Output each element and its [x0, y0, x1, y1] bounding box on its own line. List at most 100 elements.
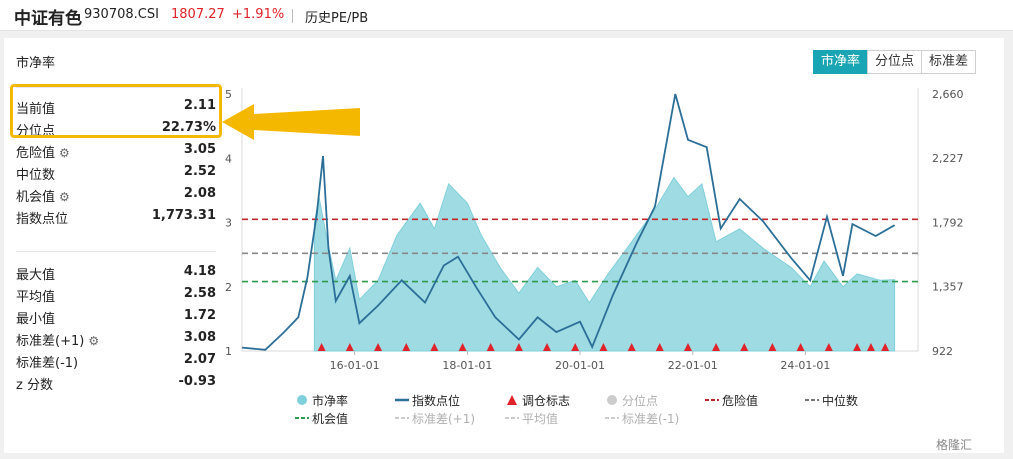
- index-price: 1807.27: [171, 7, 225, 22]
- rebalance-marker: [374, 343, 383, 351]
- y-tick-left-label: 2: [225, 281, 232, 294]
- legend-label: 标准差(+1): [412, 412, 476, 426]
- stat-label: 当前值: [16, 102, 56, 117]
- legend-symbol-icon: [507, 395, 517, 405]
- stat-label: 危险值 ⚙: [16, 146, 70, 161]
- legend-label: 危险值: [722, 394, 759, 408]
- legend-symbol-icon: [295, 417, 309, 419]
- stat-value: 1.72: [183, 308, 216, 323]
- stat-value: 3.05: [183, 142, 216, 157]
- rebalance-marker: [796, 343, 805, 351]
- x-tick-label: 22-01-01: [668, 359, 718, 372]
- x-tick-label: 18-01-01: [442, 359, 492, 372]
- stat-row: 指数点位 1,773.31: [16, 205, 216, 227]
- legend-label: 指数点位: [412, 394, 461, 408]
- history-pe-pb-link[interactable]: 历史PE/PB: [305, 11, 369, 26]
- index-code: 930708.CSI: [84, 7, 159, 22]
- divider: [16, 251, 216, 252]
- legend-label: 标准差(-1): [622, 412, 680, 426]
- pb-chart: 1 2 3 4 5 922 1,357 1,792 2,227 2,660 16-01-01 18-0…: [222, 88, 964, 372]
- stat-row: z 分数 -0.93: [16, 371, 216, 393]
- stat-value: -0.93: [178, 374, 216, 389]
- rebalance-marker: [542, 343, 551, 351]
- stat-label: 中位数: [16, 168, 56, 183]
- rebalance-marker: [402, 343, 411, 351]
- stat-row: 最小值 1.72: [16, 305, 216, 327]
- gear-icon[interactable]: ⚙: [59, 146, 70, 160]
- gear-icon[interactable]: ⚙: [88, 334, 100, 348]
- pb-area-series: [313, 176, 896, 352]
- legend-label: 分位点: [622, 394, 659, 408]
- y-tick-left-label: 1: [225, 345, 232, 358]
- stat-value: 2.58: [183, 286, 216, 301]
- legend-label: 平均值: [522, 412, 559, 426]
- stat-value: 1,773.31: [151, 208, 216, 223]
- rebalance-marker: [768, 343, 777, 351]
- stat-value: 2.07: [183, 352, 216, 367]
- stat-row: 标准差(-1) 2.07: [16, 349, 216, 371]
- y-tick-left-label: 4: [225, 152, 232, 165]
- legend-label: 中位数: [822, 394, 859, 408]
- stat-row: 平均值 2.58: [16, 283, 216, 305]
- annotation-arrow: [222, 104, 360, 140]
- y-tick-right-label: 2,227: [932, 152, 964, 165]
- legend-symbol-icon: [395, 417, 409, 419]
- stat-label: 平均值: [16, 290, 56, 305]
- legend-symbol-icon: [395, 398, 409, 402]
- stat-label: 最小值: [16, 312, 56, 327]
- rebalance-marker: [881, 343, 890, 351]
- legend-symbol-icon: [607, 395, 617, 405]
- stat-label: 机会值 ⚙: [16, 190, 70, 205]
- index-line-series: [241, 93, 896, 351]
- y-tick-left-label: 5: [225, 88, 232, 101]
- stat-label: 标准差(-1): [16, 356, 79, 371]
- stat-value: 22.73%: [161, 120, 216, 135]
- y-tick-left-label: 3: [225, 217, 232, 230]
- y-tick-right-label: 922: [932, 345, 953, 358]
- rebalance-marker: [430, 343, 439, 351]
- legend-symbol-icon: [505, 417, 519, 419]
- x-tick-label: 16-01-01: [330, 359, 380, 372]
- rebalance-marker: [655, 343, 664, 351]
- tab-std[interactable]: 标准差: [921, 50, 977, 74]
- divider: [292, 9, 293, 23]
- stat-label: 标准差(+1) ⚙: [16, 334, 100, 349]
- chart-legend: 市净率 指数点位 调仓标志 分位点 危险值 中位数 机会值 标准差(+1) 平均值 标准差(-1): [294, 390, 914, 430]
- stat-value: 4.18: [183, 264, 216, 279]
- stat-value: 2.11: [183, 98, 216, 113]
- rebalance-marker: [853, 343, 862, 351]
- rebalance-marker: [458, 343, 467, 351]
- stat-label: 最大值: [16, 268, 56, 283]
- y-tick-right-label: 2,660: [932, 88, 964, 101]
- stat-row: 最大值 4.18: [16, 261, 216, 283]
- rebalance-marker: [866, 343, 875, 351]
- top-bar: 中证有色 930708.CSI 1807.27 +1.91% 历史PE/PB: [0, 0, 1013, 31]
- rebalance-marker: [345, 343, 354, 351]
- stats-bottom: 最大值 4.18 平均值 2.58 最小值 1.72 标准差(+1) ⚙ 3.08 标准差(-1)…: [16, 261, 216, 393]
- rebalance-marker: [514, 343, 523, 351]
- rebalance-marker: [712, 343, 721, 351]
- index-change: +1.91%: [232, 7, 285, 22]
- divider: [16, 87, 216, 88]
- rebalance-marker: [571, 343, 580, 351]
- stat-label: 指数点位: [16, 212, 69, 227]
- stat-value: 3.08: [183, 330, 216, 345]
- legend-symbol-icon: [297, 395, 307, 405]
- rebalance-marker: [599, 343, 608, 351]
- x-tick-label: 20-01-01: [555, 359, 605, 372]
- rebalance-marker: [317, 343, 326, 351]
- legend-symbol-icon: [705, 399, 719, 401]
- highlight-box: [10, 84, 222, 138]
- watermark-text: 格隆汇: [936, 438, 973, 452]
- stat-label: z 分数: [16, 378, 53, 393]
- legend-symbol-icon: [605, 417, 619, 419]
- y-tick-right-label: 1,792: [932, 216, 964, 229]
- gear-icon[interactable]: ⚙: [59, 190, 70, 204]
- rebalance-marker: [486, 343, 495, 351]
- legend-label: 市净率: [312, 394, 349, 408]
- stat-row: 中位数 2.52: [16, 161, 216, 183]
- stat-value: 2.52: [183, 164, 216, 179]
- stat-row: 标准差(+1) ⚙ 3.08: [16, 327, 216, 349]
- stat-row: 当前值 2.11: [16, 95, 216, 117]
- index-name: 中证有色: [14, 9, 82, 29]
